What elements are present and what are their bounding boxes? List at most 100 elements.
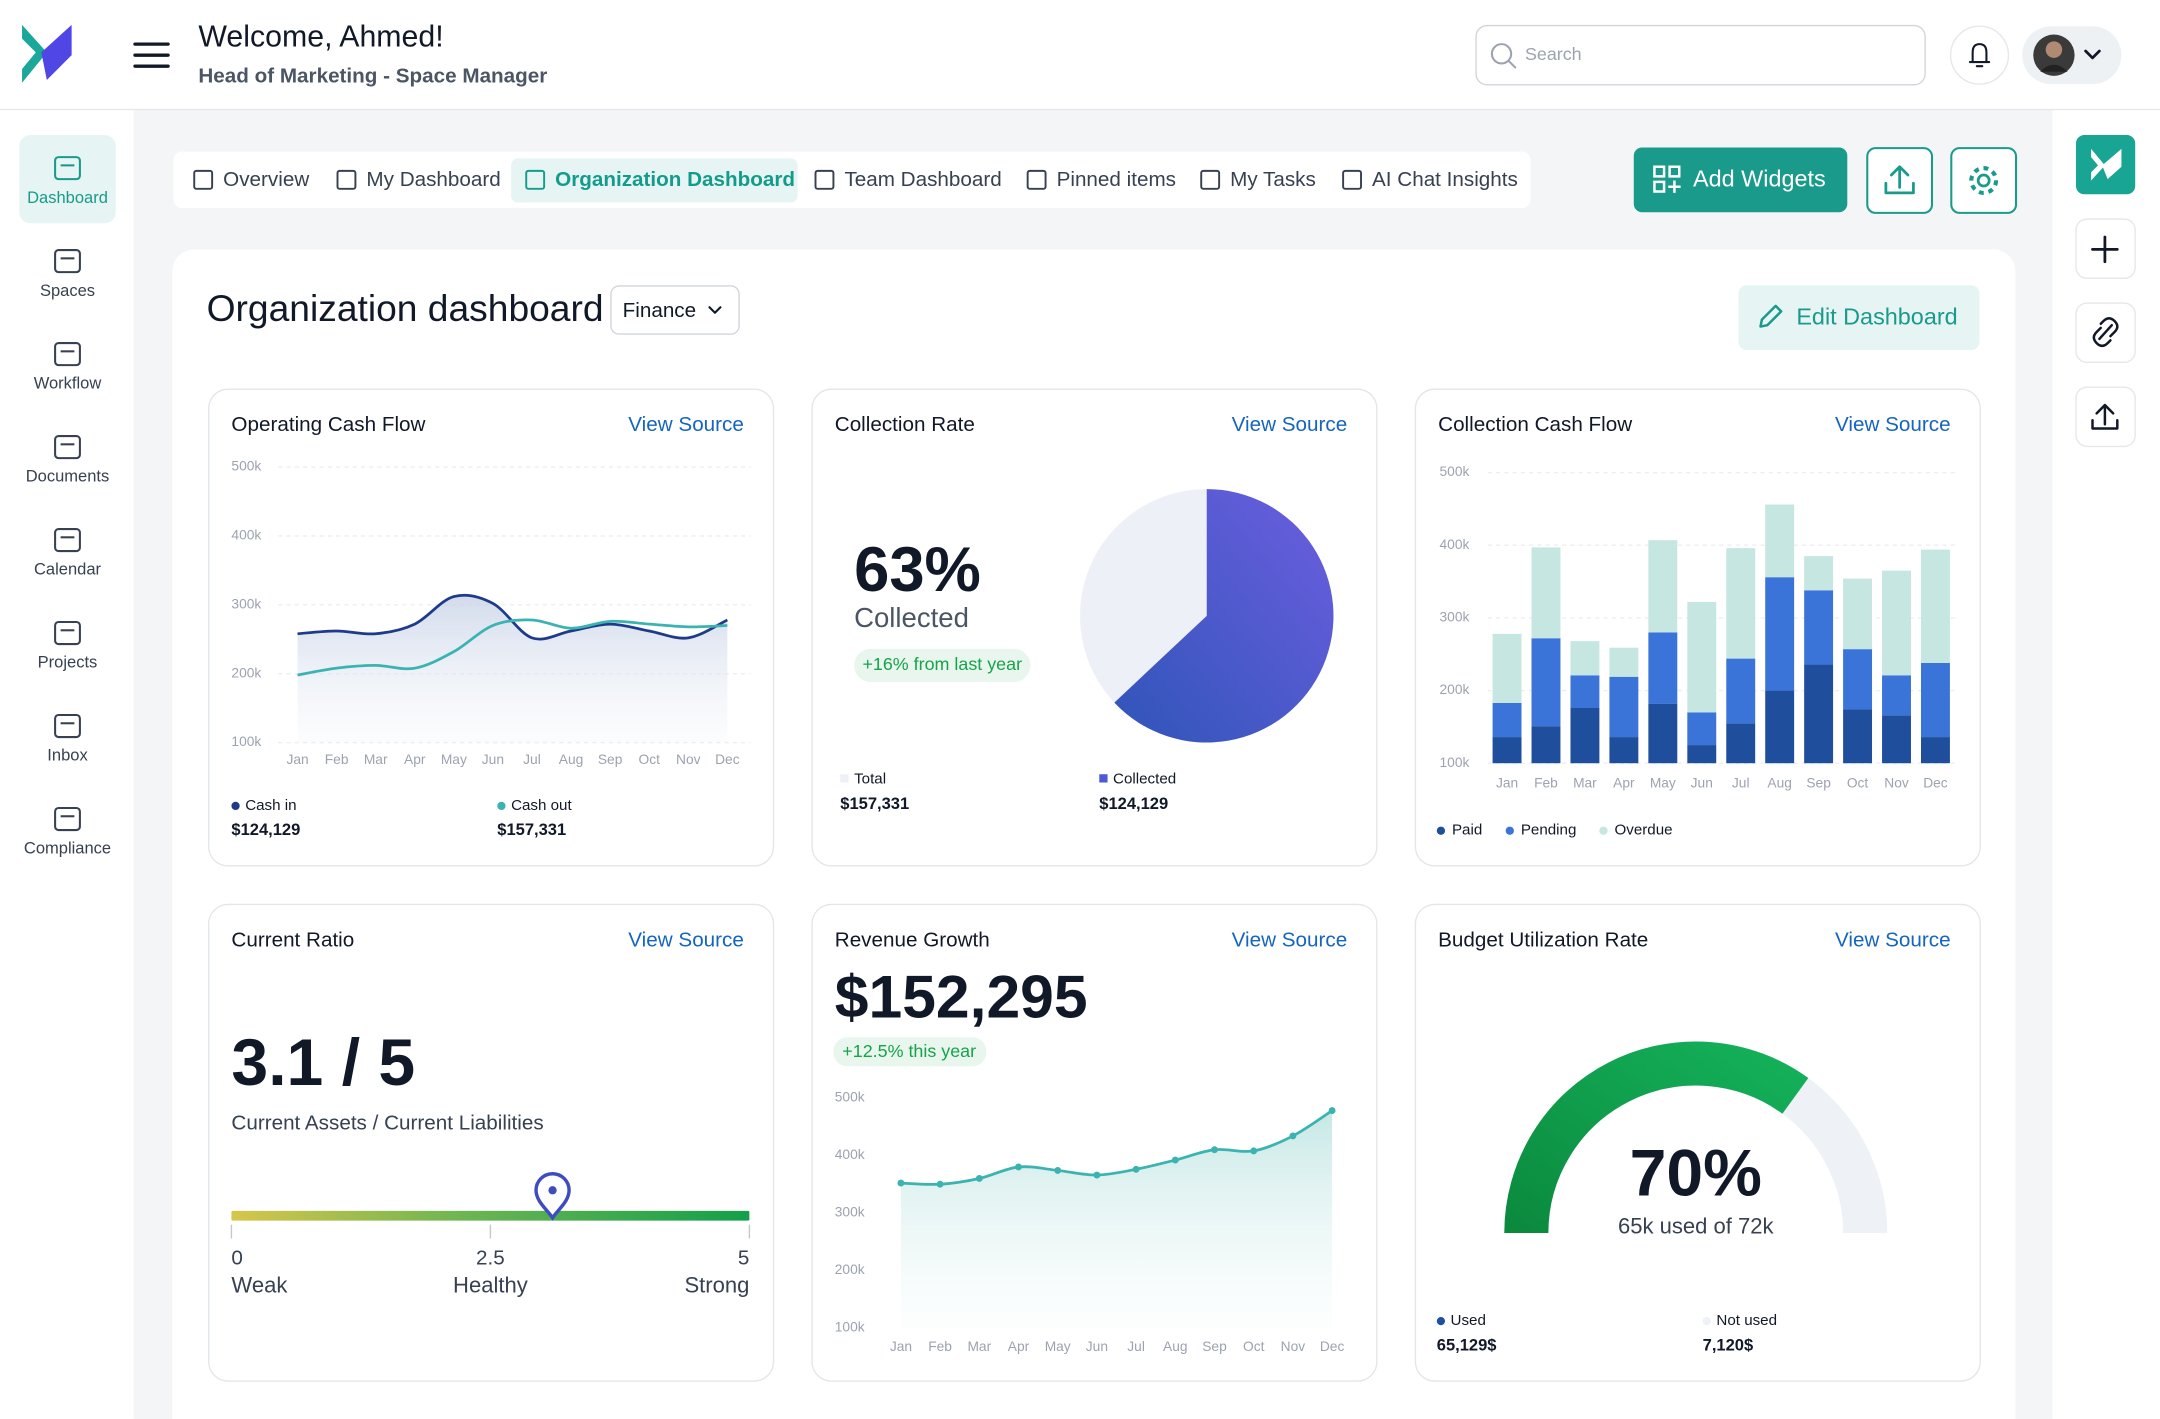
legend-swatch — [840, 774, 849, 783]
legend-label: Pending — [1521, 822, 1577, 839]
bar-segment — [1804, 590, 1834, 665]
x-tick-label: Mar — [364, 752, 388, 767]
x-tick-label: Nov — [676, 752, 701, 767]
add-button[interactable] — [2075, 218, 2136, 280]
link-button[interactable] — [2075, 302, 2136, 364]
widget-title: Collection Rate — [835, 413, 975, 436]
x-tick-label: Feb — [325, 752, 349, 767]
sidebar-item[interactable]: Workflow — [34, 342, 102, 393]
bar-segment — [1687, 745, 1717, 764]
line-area — [297, 595, 728, 743]
y-tick-label: 100k — [1440, 755, 1470, 770]
sidebar-item[interactable]: Calendar — [34, 528, 102, 579]
bar-segment — [1687, 712, 1717, 746]
x-tick-label: Jul — [523, 752, 541, 767]
legend-dot — [1505, 826, 1514, 835]
x-tick-label: Feb — [928, 1339, 952, 1354]
add-widgets-button[interactable]: Add Widgets — [1633, 147, 1848, 213]
settings-button[interactable] — [1950, 147, 2018, 214]
sidebar-item[interactable]: Projects — [38, 620, 98, 672]
area-point — [1250, 1147, 1258, 1155]
y-tick-label: 100k — [231, 734, 261, 749]
gauge-value-label: 70% — [1630, 1136, 1762, 1210]
view-source-link[interactable]: View Source — [1232, 413, 1348, 436]
view-source-link[interactable]: View Source — [1835, 413, 1951, 436]
widget-title: Collection Cash Flow — [1438, 413, 1632, 436]
view-source-link[interactable]: View Source — [628, 928, 744, 951]
ratio-marker — [534, 1172, 571, 1221]
badge-label: +16% from last year — [862, 654, 1022, 674]
sidebar-label: Dashboard — [27, 188, 108, 207]
widget: Current Ratio View Source 3.1 / 5 Current A… — [208, 903, 775, 1382]
app-switcher[interactable] — [2075, 135, 2136, 195]
sidebar-icon — [54, 435, 81, 460]
view-source-link[interactable]: View Source — [1232, 928, 1348, 951]
y-tick-label: 200k — [1440, 682, 1470, 697]
widget-title: Revenue Growth — [835, 928, 990, 951]
x-tick-label: Jan — [286, 752, 308, 767]
dashboard-title: Organization dashboard — [207, 287, 604, 329]
tab-label: My Dashboard — [366, 168, 500, 191]
legend-dot — [1599, 826, 1608, 835]
export-button[interactable] — [2075, 386, 2136, 448]
x-tick-label: May — [1045, 1339, 1071, 1354]
tab-label: Organization Dashboard — [555, 168, 795, 191]
sidebar-label: Spaces — [40, 281, 95, 300]
bar-segment — [1843, 649, 1873, 710]
menu-button[interactable] — [133, 42, 170, 68]
tab-icon — [193, 169, 214, 190]
sidebar-label: Workflow — [34, 374, 102, 393]
active-tab-bg — [511, 158, 798, 203]
bar-segment — [1804, 556, 1834, 591]
widget: Budget Utilization Rate View Source 70% 65k… — [1414, 903, 1981, 1382]
scale-tick-label: 0 — [231, 1247, 243, 1270]
legend-label: Collected — [1113, 771, 1176, 788]
tab-label: AI Chat Insights — [1372, 168, 1518, 191]
legend-label: Not used — [1716, 1312, 1777, 1329]
sidebar-item[interactable]: Dashboard — [27, 156, 108, 207]
bar-segment — [1570, 675, 1600, 708]
bar-segment — [1609, 647, 1639, 677]
sidebar-item[interactable]: Compliance — [24, 806, 111, 858]
tab[interactable]: Team Dashboard — [814, 168, 1002, 191]
tab-icon — [525, 169, 546, 190]
sidebar-item[interactable]: Inbox — [47, 713, 88, 765]
sidebar-label: Projects — [38, 653, 98, 672]
scale-tick-name: Strong — [684, 1273, 749, 1298]
x-tick-label: Dec — [1923, 776, 1948, 791]
sidebar — [0, 110, 134, 1419]
tab[interactable]: My Dashboard — [336, 168, 501, 191]
tab[interactable]: AI Chat Insights — [1342, 168, 1518, 191]
sidebar-item[interactable]: Spaces — [40, 249, 95, 300]
kpi-value: $152,295 — [835, 963, 1088, 1031]
widget: Revenue Growth View Source $152,295 +12.5% … — [811, 903, 1378, 1382]
view-source-link[interactable]: View Source — [1835, 928, 1951, 951]
edit-dashboard-button[interactable]: Edit Dashboard — [1738, 285, 1980, 350]
tab[interactable]: Overview — [193, 168, 309, 191]
profile-menu[interactable] — [2022, 26, 2122, 85]
tab-icon — [814, 169, 835, 190]
x-tick-label: Sep — [1806, 776, 1831, 791]
logo[interactable] — [22, 24, 72, 83]
tab[interactable]: Organization Dashboard — [525, 168, 795, 191]
y-tick-label: 400k — [835, 1147, 865, 1162]
sidebar-item[interactable]: Documents — [26, 435, 110, 486]
x-tick-label: Apr — [1008, 1339, 1030, 1354]
tab[interactable]: My Tasks — [1200, 168, 1316, 191]
badge — [854, 648, 1031, 682]
notifications-button[interactable] — [1949, 25, 2010, 85]
view-source-link[interactable]: View Source — [628, 413, 744, 436]
area-point — [1015, 1163, 1022, 1171]
x-tick-label: Jan — [1496, 776, 1518, 791]
share-button[interactable] — [1866, 147, 1934, 214]
bar-segment — [1920, 549, 1950, 663]
sidebar-label: Compliance — [24, 839, 111, 858]
bar-segment — [1492, 737, 1522, 764]
tab[interactable]: Pinned items — [1026, 168, 1176, 191]
search-box[interactable]: Search — [1475, 24, 1926, 86]
x-tick-label: Oct — [1847, 776, 1869, 791]
legend-dot — [231, 801, 240, 811]
x-tick-label: Mar — [967, 1339, 991, 1354]
filter-dropdown[interactable]: Finance — [610, 285, 740, 335]
tab-label: My Tasks — [1230, 168, 1316, 191]
